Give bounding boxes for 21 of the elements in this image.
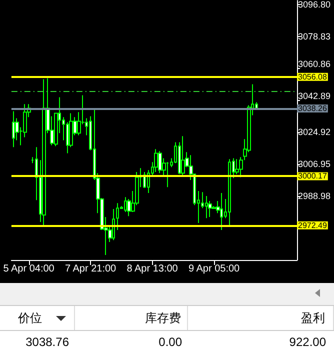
x-tick-label: 5 Apr 04:00 <box>3 264 55 274</box>
ref-line-label: 2972.49 <box>298 220 328 230</box>
text: 库存费 <box>145 310 181 326</box>
y-tick-label: 3024.92 <box>298 127 331 138</box>
text: 0.00 <box>158 335 182 349</box>
x-tick-label: 8 Apr 13:00 <box>126 264 178 274</box>
ref-line-label: 3056.08 <box>298 72 328 82</box>
y-tick-label: 3096.80 <box>298 0 331 10</box>
ref-line-label: 3000.17 <box>298 172 328 181</box>
text: 价位 <box>18 310 42 326</box>
y-tick-label: 3006.95 <box>298 159 331 170</box>
ref-line-label: 3038.26 <box>298 104 328 114</box>
x-tick-label: 9 Apr 05:00 <box>188 264 240 274</box>
x-tick-label: 7 Apr 21:00 <box>64 264 117 274</box>
text: 3038.76 <box>26 335 69 349</box>
y-tick-label: 3060.86 <box>298 58 331 69</box>
text: 922.00 <box>289 335 326 349</box>
y-tick-label: 2988.98 <box>298 191 331 202</box>
y-tick-label: 3042.89 <box>298 90 331 101</box>
text: 盈利 <box>301 310 325 326</box>
y-tick-label: 3078.83 <box>298 31 331 42</box>
